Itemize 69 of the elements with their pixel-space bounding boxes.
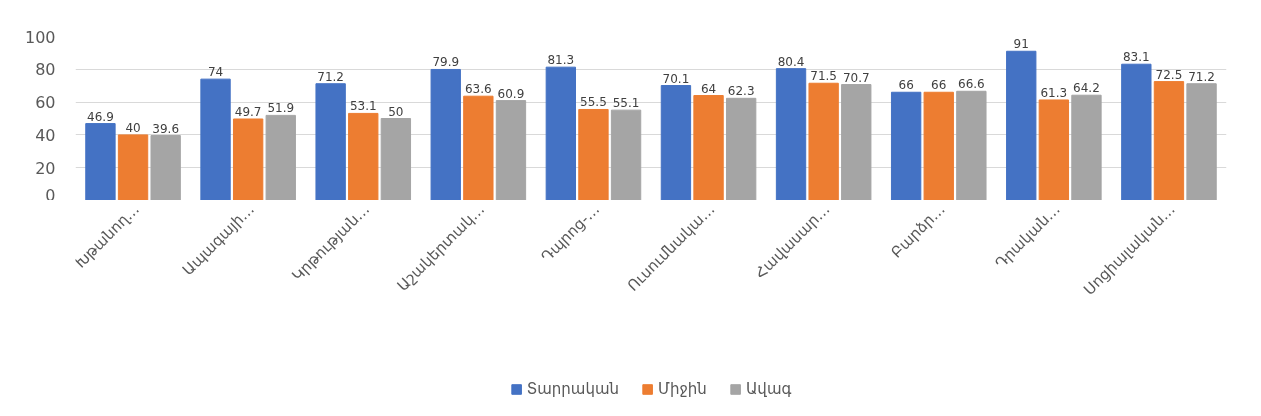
bar [265,114,296,200]
bar [315,83,346,200]
y-tick-label: 40 [35,125,56,145]
bar [348,112,379,200]
bar [923,91,954,200]
bar [1038,99,1070,200]
data-label: 79.9 [432,55,460,70]
data-label: 74 [207,65,224,80]
legend-label: Ավագ [745,380,792,398]
data-label: 62.3 [727,84,755,99]
bar [1186,83,1217,200]
data-label: 91 [1013,37,1029,52]
bar [660,85,692,200]
y-tick-label: 80 [35,60,56,80]
bar [808,82,839,200]
data-label: 72.5 [1155,67,1183,82]
bar [150,135,181,200]
data-label: 63.6 [464,82,492,97]
bar [693,95,724,200]
y-tick-label: 100 [24,27,56,47]
data-label: 81.3 [547,53,575,68]
data-label: 50 [388,104,404,119]
data-label: 66.6 [958,77,985,92]
data-label: 71.5 [810,69,838,84]
data-label: 80.4 [777,54,805,69]
bar [578,108,609,200]
data-label: 40 [125,120,141,135]
bar [232,118,264,200]
data-label: 39.6 [152,121,180,136]
data-label: 66 [931,78,947,93]
bar [1071,94,1102,200]
bar [117,134,149,200]
data-label: 46.9 [87,109,114,124]
bar [463,95,494,200]
bar [725,97,757,200]
data-label: 71.2 [1188,69,1215,84]
data-label: 53.1 [349,99,377,114]
data-label: 64.2 [1073,81,1100,96]
bar [890,91,922,200]
bar [956,90,987,200]
bar [841,84,872,200]
bar [610,109,642,200]
bar [85,123,116,200]
legend-label: Տարրական [526,380,620,398]
data-label: 51.9 [267,101,295,116]
data-label: 70.1 [662,71,690,86]
y-tick-label: 60 [35,93,56,113]
data-label: 55.5 [580,95,607,110]
bar [545,66,577,200]
data-label: 71.2 [317,69,344,84]
bar [1006,50,1037,200]
y-tick-label: 0 [45,185,56,205]
bar [380,118,412,200]
y-tick-label: 20 [35,158,56,178]
data-label: 66 [898,78,914,93]
bar [1121,63,1152,200]
data-label: 49.7 [234,104,262,119]
bar [200,78,231,200]
data-label: 70.7 [842,70,870,85]
data-label: 60.9 [497,86,525,101]
legend-label: Միջին [658,380,707,398]
bar [1153,81,1185,200]
data-label: 64 [700,81,717,96]
bar [775,68,807,200]
data-label: 55.1 [612,96,640,111]
data-label: 61.3 [1040,85,1068,100]
bar [430,68,461,200]
data-label: 83.1 [1122,50,1150,65]
bar [495,100,527,200]
